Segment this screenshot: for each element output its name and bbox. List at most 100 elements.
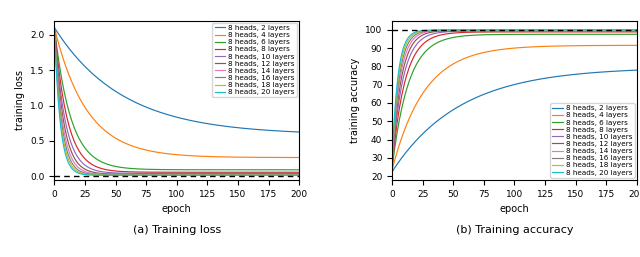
Line: 8 heads, 18 layers: 8 heads, 18 layers	[392, 30, 637, 162]
8 heads, 14 layers	[182, 173, 190, 176]
8 heads, 2 layers	[612, 70, 620, 73]
8 heads, 16 layers	[612, 29, 620, 32]
8 heads, 2 layers	[182, 118, 190, 121]
Line: 8 heads, 8 layers: 8 heads, 8 layers	[392, 32, 637, 166]
8 heads, 20 layers	[140, 174, 148, 177]
Line: 8 heads, 2 layers: 8 heads, 2 layers	[54, 28, 299, 132]
8 heads, 8 layers	[154, 171, 161, 174]
8 heads, 6 layers	[154, 168, 161, 171]
8 heads, 14 layers	[154, 173, 161, 176]
8 heads, 4 layers	[633, 44, 640, 47]
8 heads, 18 layers	[491, 29, 499, 32]
8 heads, 2 layers	[633, 69, 640, 72]
8 heads, 4 layers	[275, 156, 282, 159]
Line: 8 heads, 14 layers: 8 heads, 14 layers	[392, 30, 637, 163]
8 heads, 18 layers	[295, 173, 303, 177]
8 heads, 10 layers	[182, 172, 190, 175]
8 heads, 18 layers	[182, 173, 190, 177]
8 heads, 10 layers	[491, 30, 499, 33]
Y-axis label: training accuracy: training accuracy	[349, 58, 360, 143]
8 heads, 4 layers	[477, 51, 485, 54]
8 heads, 18 layers	[410, 32, 418, 35]
8 heads, 14 layers	[295, 173, 303, 176]
8 heads, 14 layers	[275, 173, 282, 176]
8 heads, 20 layers	[72, 171, 80, 174]
8 heads, 2 layers	[491, 89, 499, 92]
Line: 8 heads, 4 layers: 8 heads, 4 layers	[54, 28, 299, 158]
8 heads, 12 layers	[275, 173, 282, 176]
8 heads, 20 layers	[275, 174, 282, 177]
8 heads, 2 layers	[390, 168, 397, 171]
Line: 8 heads, 10 layers: 8 heads, 10 layers	[54, 28, 299, 173]
8 heads, 16 layers	[388, 161, 396, 164]
8 heads, 16 layers	[633, 29, 640, 32]
8 heads, 12 layers	[477, 29, 485, 32]
8 heads, 8 layers	[72, 144, 80, 148]
X-axis label: epoch: epoch	[500, 204, 529, 214]
8 heads, 14 layers	[390, 143, 397, 146]
8 heads, 10 layers	[477, 30, 485, 33]
8 heads, 14 layers	[388, 162, 396, 165]
8 heads, 4 layers	[182, 154, 190, 157]
8 heads, 4 layers	[72, 90, 80, 94]
8 heads, 8 layers	[477, 31, 485, 34]
8 heads, 16 layers	[295, 173, 303, 177]
Line: 8 heads, 4 layers: 8 heads, 4 layers	[392, 45, 637, 170]
8 heads, 10 layers	[520, 30, 528, 33]
8 heads, 10 layers	[51, 26, 58, 29]
8 heads, 4 layers	[51, 26, 58, 29]
8 heads, 12 layers	[633, 29, 640, 32]
Line: 8 heads, 6 layers: 8 heads, 6 layers	[392, 34, 637, 168]
8 heads, 2 layers	[275, 130, 282, 133]
8 heads, 12 layers	[491, 29, 499, 32]
8 heads, 6 layers	[388, 167, 396, 170]
8 heads, 12 layers	[410, 41, 418, 44]
Legend: 8 heads, 2 layers, 8 heads, 4 layers, 8 heads, 6 layers, 8 heads, 8 layers, 8 he: 8 heads, 2 layers, 8 heads, 4 layers, 8 …	[550, 103, 635, 178]
8 heads, 6 layers	[612, 33, 620, 36]
8 heads, 4 layers	[154, 151, 161, 154]
8 heads, 20 layers	[292, 174, 300, 177]
8 heads, 12 layers	[388, 163, 396, 166]
8 heads, 6 layers	[633, 33, 640, 36]
8 heads, 2 layers	[477, 94, 485, 97]
Line: 8 heads, 18 layers: 8 heads, 18 layers	[54, 28, 299, 175]
8 heads, 10 layers	[633, 30, 640, 33]
8 heads, 18 layers	[140, 173, 148, 177]
8 heads, 18 layers	[612, 29, 620, 32]
8 heads, 6 layers	[51, 26, 58, 29]
Text: (a) Training loss: (a) Training loss	[132, 225, 221, 235]
8 heads, 6 layers	[295, 168, 303, 171]
8 heads, 12 layers	[612, 29, 620, 32]
8 heads, 18 layers	[620, 29, 627, 32]
8 heads, 18 layers	[390, 137, 397, 140]
8 heads, 10 layers	[140, 172, 148, 175]
8 heads, 20 layers	[410, 31, 418, 34]
8 heads, 4 layers	[410, 107, 418, 110]
Line: 8 heads, 16 layers: 8 heads, 16 layers	[54, 28, 299, 175]
8 heads, 16 layers	[72, 167, 80, 170]
8 heads, 8 layers	[275, 171, 282, 174]
8 heads, 20 layers	[633, 29, 640, 32]
8 heads, 16 layers	[477, 29, 485, 32]
8 heads, 14 layers	[52, 47, 60, 50]
8 heads, 14 layers	[612, 29, 620, 32]
8 heads, 16 layers	[275, 173, 282, 177]
8 heads, 4 layers	[52, 31, 60, 34]
8 heads, 10 layers	[612, 30, 620, 33]
8 heads, 16 layers	[390, 140, 397, 143]
8 heads, 14 layers	[633, 29, 640, 32]
8 heads, 8 layers	[491, 30, 499, 33]
8 heads, 4 layers	[491, 49, 499, 52]
8 heads, 2 layers	[410, 141, 418, 144]
8 heads, 12 layers	[140, 173, 148, 176]
8 heads, 8 layers	[612, 30, 620, 33]
8 heads, 20 layers	[477, 29, 485, 32]
8 heads, 6 layers	[72, 131, 80, 134]
8 heads, 4 layers	[390, 164, 397, 167]
8 heads, 20 layers	[390, 134, 397, 137]
8 heads, 8 layers	[633, 30, 640, 33]
8 heads, 12 layers	[295, 173, 303, 176]
8 heads, 6 layers	[491, 33, 499, 36]
8 heads, 4 layers	[612, 44, 620, 47]
8 heads, 4 layers	[388, 168, 396, 171]
